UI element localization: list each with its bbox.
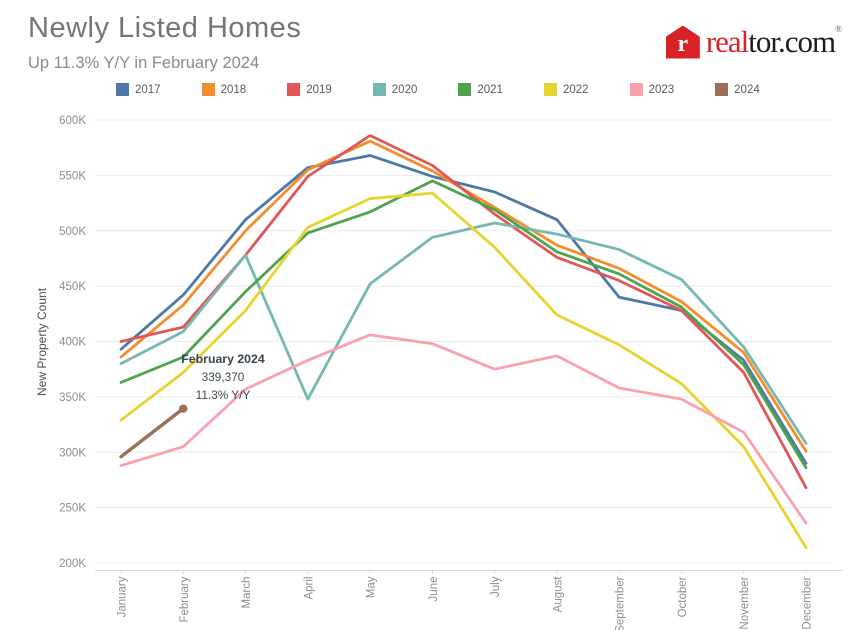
y-tick-label: 350K xyxy=(59,392,86,404)
legend-item-2018[interactable]: 2018 xyxy=(201,83,247,96)
series-endpoint-2024[interactable] xyxy=(179,404,188,413)
legend-swatch-2023 xyxy=(629,83,643,96)
legend-item-2020[interactable]: 2020 xyxy=(372,83,418,96)
legend-label: 2019 xyxy=(306,83,332,96)
x-tick-label: February xyxy=(179,576,191,622)
x-tick-label: April xyxy=(303,577,315,600)
y-tick-label: 200K xyxy=(59,558,86,570)
legend-item-2024[interactable]: 2024 xyxy=(715,83,760,96)
chart-legend: 2017 2018 2019 2020 2021 2022 2023 2024 xyxy=(116,83,760,96)
series-line-2022[interactable] xyxy=(119,191,808,549)
legend-label: 2023 xyxy=(648,83,675,96)
registered-mark: ® xyxy=(835,24,842,34)
x-tick-label: December xyxy=(802,576,814,629)
x-tick-label: March xyxy=(241,577,253,609)
realtor-logo-text: realtor.com® xyxy=(706,24,842,60)
legend-swatch-2019 xyxy=(287,83,301,96)
x-tick-label: July xyxy=(490,576,502,597)
legend-item-2023[interactable]: 2023 xyxy=(629,83,675,96)
y-tick-label: 500K xyxy=(59,226,86,238)
x-tick-label: June xyxy=(428,577,440,602)
annotation-feb-2024: February 2024 339,370 11.3% Y/Y xyxy=(150,350,296,404)
y-axis-title: New Property Count xyxy=(35,287,49,396)
legend-swatch-2021 xyxy=(458,83,472,96)
legend-item-2022[interactable]: 2022 xyxy=(543,83,589,96)
y-tick-label: 600K xyxy=(59,115,86,127)
legend-label: 2017 xyxy=(135,83,161,96)
logo-text-real: real xyxy=(705,24,749,59)
legend-label: 2022 xyxy=(562,83,589,96)
legend-label: 2020 xyxy=(391,83,418,96)
y-tick-label: 300K xyxy=(59,447,86,459)
legend-swatch-2022 xyxy=(543,83,557,96)
page-subtitle: Up 11.3% Y/Y in February 2024 xyxy=(28,54,260,72)
series-line-2023[interactable] xyxy=(119,333,808,525)
x-tick-label: September xyxy=(615,576,627,630)
legend-swatch-2024 xyxy=(715,83,729,96)
legend-label: 2024 xyxy=(734,83,760,96)
y-tick-label: 550K xyxy=(59,170,86,182)
y-tick-label: 450K xyxy=(59,281,86,293)
house-letter: r xyxy=(677,30,689,57)
x-tick-label: August xyxy=(552,576,564,613)
legend-item-2019[interactable]: 2019 xyxy=(287,83,332,96)
annotation-value: 339,370 xyxy=(201,370,245,384)
series-line-2019[interactable] xyxy=(119,134,808,490)
x-tick-label: May xyxy=(366,576,378,598)
annotation-yoy: 11.3% Y/Y xyxy=(195,388,251,402)
legend-item-2021[interactable]: 2021 xyxy=(458,83,503,96)
x-tick-label: October xyxy=(677,576,689,617)
legend-swatch-2017 xyxy=(116,83,129,96)
annotation-title: February 2024 xyxy=(181,352,265,366)
x-tick-label: January xyxy=(117,576,129,617)
y-tick-label: 250K xyxy=(59,503,86,515)
y-tick-label: 400K xyxy=(59,337,86,349)
series-line-2021[interactable] xyxy=(119,179,808,470)
series-line-2020[interactable] xyxy=(119,221,808,445)
page-title: Newly Listed Homes xyxy=(28,12,302,44)
x-tick-label: November xyxy=(739,576,751,629)
series-line-2024[interactable] xyxy=(119,406,185,459)
legend-label: 2018 xyxy=(220,83,247,96)
legend-label: 2021 xyxy=(477,83,503,96)
series-line-2017[interactable] xyxy=(119,154,808,465)
realtor-logo: r realtor.com® xyxy=(665,24,842,60)
legend-item-2017[interactable]: 2017 xyxy=(116,83,161,96)
legend-swatch-2018 xyxy=(201,83,215,96)
legend-swatch-2020 xyxy=(372,83,386,96)
logo-text-torcom: tor.com xyxy=(748,24,836,59)
